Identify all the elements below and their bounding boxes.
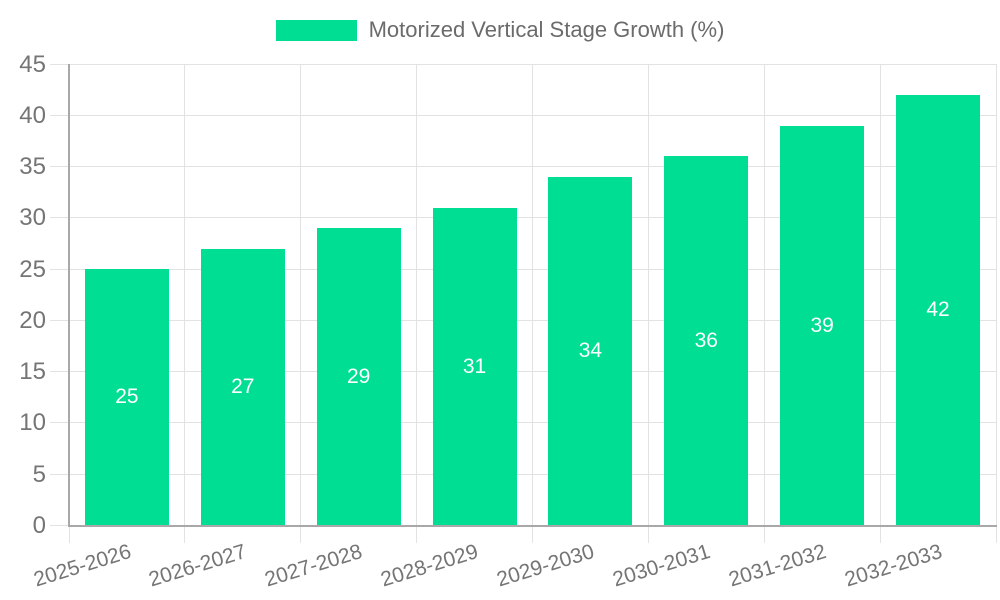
bar-2029-2030[interactable]: 34	[548, 176, 633, 526]
x-axis-tick	[879, 525, 881, 543]
bar-2032-2033[interactable]: 42	[896, 94, 981, 526]
y-axis-label: 45	[19, 50, 46, 78]
y-axis-label: 35	[19, 153, 46, 181]
bar-2031-2032[interactable]: 39	[780, 125, 865, 526]
x-axis-label: 2026-2027	[146, 539, 250, 591]
x-gridline	[995, 64, 997, 526]
bar-2025-2026[interactable]: 25	[84, 269, 169, 526]
x-axis-tick	[995, 525, 997, 543]
y-axis-tick	[50, 473, 69, 475]
x-axis-tick	[68, 525, 70, 543]
bar-2027-2028[interactable]: 29	[316, 228, 401, 526]
y-axis-tick	[50, 166, 69, 168]
y-axis-tick	[50, 217, 69, 219]
y-axis-line	[68, 64, 70, 527]
x-gridline	[647, 64, 649, 526]
bar-value-label: 27	[231, 375, 255, 399]
y-axis-tick	[50, 525, 69, 526]
x-axis-line	[68, 524, 997, 527]
y-axis-label: 10	[19, 409, 46, 437]
x-gridline	[532, 64, 533, 526]
bar-value-label: 39	[810, 313, 834, 337]
x-axis-label: 2029-2030	[494, 539, 597, 591]
bar-value-label: 34	[578, 339, 603, 363]
x-axis-label: 2027-2028	[262, 539, 366, 591]
x-gridline	[416, 64, 418, 526]
x-axis-label: 2028-2029	[378, 539, 481, 591]
x-axis-tick	[300, 525, 302, 543]
legend-item[interactable]: Motorized Vertical Stage Growth (%)	[0, 18, 1000, 42]
y-axis-tick	[50, 319, 69, 321]
bar-value-label: 36	[694, 328, 718, 352]
x-axis-label: 2025-2026	[30, 539, 134, 591]
bar-2028-2029[interactable]: 31	[432, 207, 517, 526]
bar-value-label: 29	[347, 364, 371, 388]
x-axis-label: 2032-2033	[841, 539, 945, 591]
x-axis-tick	[416, 525, 418, 543]
y-axis-label: 25	[19, 255, 46, 283]
bar-2026-2027[interactable]: 27	[200, 248, 285, 526]
x-axis-label: 2031-2032	[725, 539, 829, 591]
x-axis-tick	[647, 525, 649, 543]
bar-value-label: 31	[462, 354, 487, 378]
bar-value-label: 25	[115, 385, 139, 409]
legend-label: Motorized Vertical Stage Growth (%)	[368, 17, 725, 42]
x-gridline	[879, 64, 881, 526]
x-axis-tick	[184, 525, 186, 543]
x-gridline	[300, 64, 302, 526]
y-axis-tick	[50, 371, 69, 373]
x-gridline	[184, 64, 186, 526]
x-gridline	[763, 64, 765, 526]
y-axis-label: 40	[19, 101, 46, 129]
y-axis-label: 20	[19, 306, 46, 334]
y-axis-tick	[50, 422, 69, 424]
y-axis-label: 15	[19, 358, 46, 386]
x-axis-label: 2030-2031	[609, 539, 713, 591]
y-axis-tick	[50, 268, 69, 270]
y-axis-tick	[50, 114, 69, 116]
y-axis-label: 0	[32, 512, 46, 539]
bar-value-label: 42	[926, 298, 950, 322]
y-axis-tick	[50, 63, 69, 65]
legend-swatch	[275, 19, 357, 41]
y-axis-label: 5	[32, 460, 46, 488]
x-axis-tick	[532, 525, 533, 543]
x-axis-tick	[763, 525, 765, 543]
y-axis-label: 30	[19, 204, 46, 232]
bar-2030-2031[interactable]: 36	[664, 156, 749, 526]
